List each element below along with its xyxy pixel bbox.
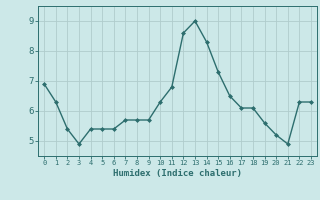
X-axis label: Humidex (Indice chaleur): Humidex (Indice chaleur): [113, 169, 242, 178]
